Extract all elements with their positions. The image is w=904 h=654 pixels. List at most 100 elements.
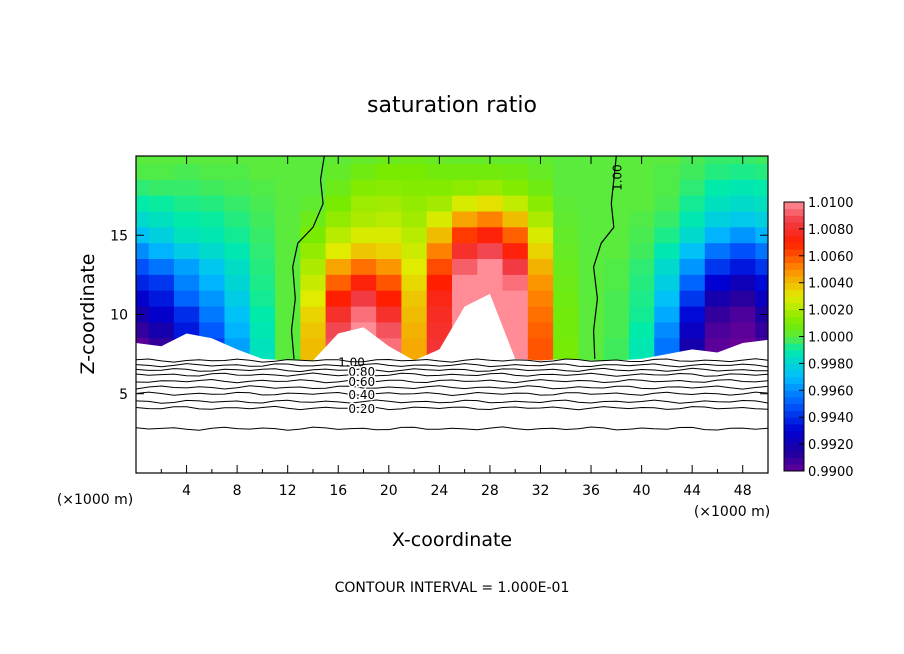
heatmap-cell [679, 179, 706, 197]
x-tick-label: 44 [683, 483, 701, 499]
heatmap-cell [300, 211, 327, 228]
heatmap-cell [527, 259, 554, 276]
heatmap-cell [679, 243, 706, 260]
heatmap-cell [527, 227, 554, 244]
heatmap-cell [628, 274, 655, 292]
colorbar-swatch [784, 323, 804, 331]
heatmap-cell [730, 195, 756, 213]
heatmap-cell [325, 259, 352, 276]
heatmap-cell [199, 259, 226, 276]
x-tick-label: 8 [233, 483, 242, 499]
heatmap-cell [249, 274, 276, 292]
heatmap-cell [426, 274, 453, 292]
heatmap-cell [603, 306, 630, 324]
colorbar-swatch [784, 383, 804, 391]
heatmap-cell [401, 179, 428, 197]
heatmap-cell [452, 290, 478, 308]
y-axis-label: Z-coordinate [77, 254, 99, 375]
heatmap-cell [704, 156, 731, 165]
x-tick-label: 28 [481, 483, 499, 499]
heatmap-cell [136, 243, 150, 260]
colorbar-swatch [784, 450, 804, 459]
heatmap-cell [452, 211, 478, 228]
heatmap-cell [603, 243, 630, 260]
heatmap-cell [704, 259, 731, 276]
heatmap-cell [553, 243, 579, 260]
heatmap-cell [553, 163, 579, 181]
heatmap-cell [704, 163, 731, 181]
heatmap-cell [426, 179, 453, 197]
heatmap-cell [376, 195, 403, 213]
heatmap-cell [249, 195, 276, 213]
colorbar-label: 0.9980 [808, 357, 854, 372]
colorbar-swatch [784, 370, 804, 378]
heatmap-cell [654, 195, 681, 213]
heatmap-cell [148, 306, 175, 324]
heatmap-cell [224, 195, 251, 213]
contour-label: 0.60 [348, 375, 375, 389]
heatmap-cell [603, 195, 630, 213]
colorbar-swatch [784, 397, 804, 405]
heatmap-cell [654, 156, 681, 165]
heatmap-cell [136, 290, 150, 308]
heatmap-cell [452, 227, 478, 244]
heatmap-cell [603, 211, 630, 228]
colorbar-swatch [784, 228, 804, 237]
heatmap-cell [628, 243, 655, 260]
heatmap-cell [325, 163, 352, 181]
heatmap-cell [136, 195, 150, 213]
heatmap-cell [199, 243, 226, 260]
heatmap-cell [654, 163, 681, 181]
heatmap-cell [679, 306, 706, 324]
colorbar-swatch [784, 349, 804, 358]
heatmap-cell [755, 163, 768, 181]
heatmap-cell [325, 227, 352, 244]
heatmap-cell [300, 179, 327, 197]
heatmap-cell [148, 274, 175, 292]
colorbar-swatch [784, 215, 804, 223]
colorbar-label: 0.9940 [808, 411, 854, 426]
heatmap-cell [553, 259, 579, 276]
heatmap-cell [199, 211, 226, 228]
heatmap-cell [603, 163, 630, 181]
heatmap-cell [426, 211, 453, 228]
heatmap-cell [477, 243, 504, 260]
heatmap-cell [325, 274, 352, 292]
contour-interval-note: CONTOUR INTERVAL = 1.000E-01 [335, 580, 570, 596]
contour-label: 1.00 [610, 164, 624, 191]
heatmap-cell [300, 156, 327, 165]
heatmap-cell [426, 243, 453, 260]
heatmap-cell [654, 290, 681, 308]
heatmap-cell [628, 227, 655, 244]
heatmap-cell [578, 227, 605, 244]
heatmap-cell [603, 156, 630, 165]
colorbar-swatch [784, 302, 804, 311]
colorbar-swatch [784, 316, 804, 324]
heatmap-cell [148, 195, 175, 213]
heatmap-cell [275, 322, 301, 339]
heatmap-cell [730, 243, 756, 260]
heatmap-cell [350, 227, 377, 244]
heatmap-cell [173, 274, 200, 292]
heatmap-cell [502, 179, 529, 197]
heatmap-cell [376, 243, 403, 260]
heatmap-cell [704, 306, 731, 324]
heatmap-cell [452, 163, 478, 181]
heatmap-cell [527, 179, 554, 197]
heatmap-cell [275, 195, 301, 213]
heatmap-cell [350, 211, 377, 228]
heatmap-cell [148, 179, 175, 197]
colorbar-swatch [784, 363, 804, 371]
heatmap-cell [426, 163, 453, 181]
contour-line [136, 367, 768, 373]
colorbar-swatch [784, 202, 804, 210]
x-unit-right: (×1000 m) [694, 504, 770, 520]
contour-line [136, 372, 768, 377]
heatmap-cell [224, 211, 251, 228]
heatmap-cell [275, 338, 301, 363]
heatmap-cell [350, 195, 377, 213]
heatmap-cell [426, 322, 453, 339]
heatmap-cell [376, 179, 403, 197]
heatmap-cell [755, 290, 768, 308]
heatmap-cell [136, 259, 150, 276]
